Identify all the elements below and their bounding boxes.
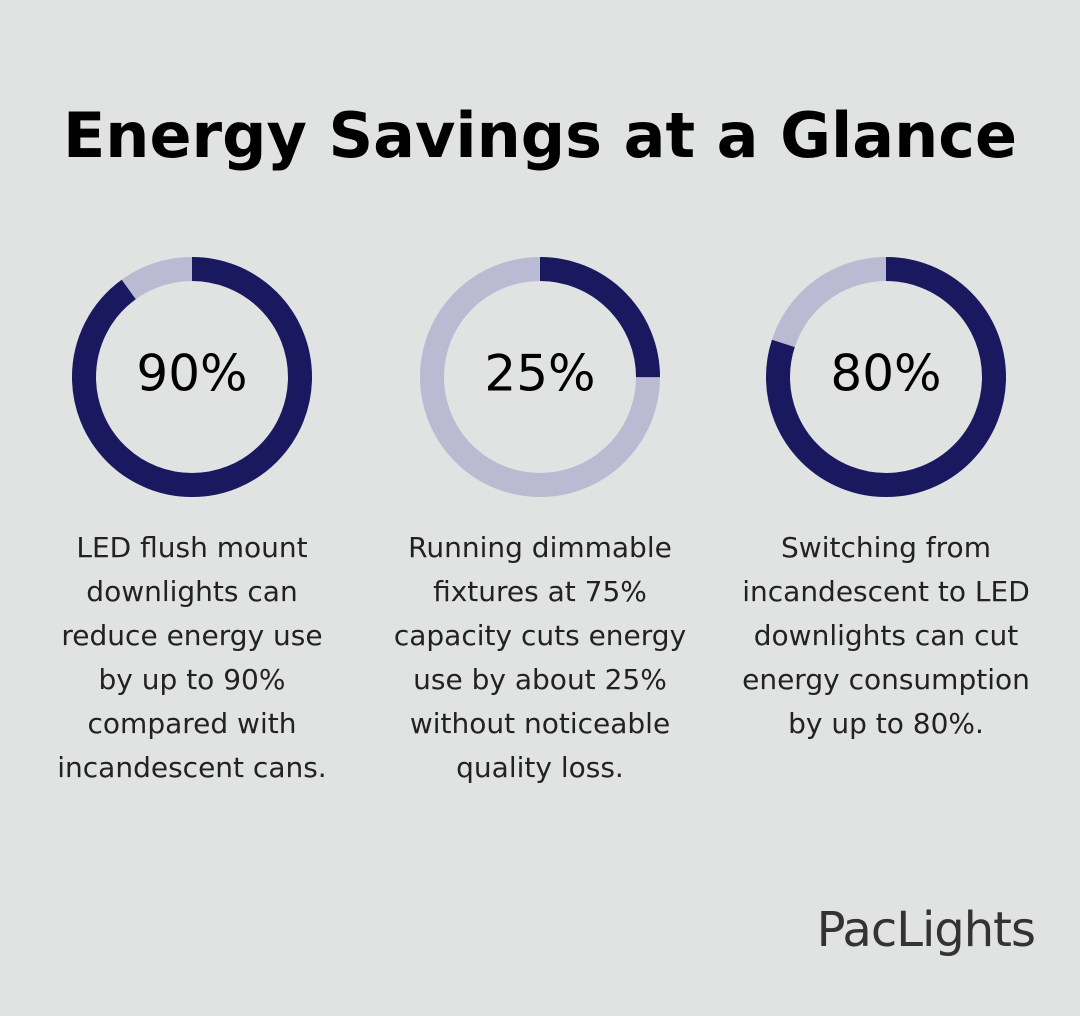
stat-description: use by about 25% <box>413 663 667 696</box>
stat-description: compared with <box>88 707 297 740</box>
stat-description: incandescent cans. <box>57 751 326 784</box>
title: Energy Savings at a Glance <box>63 99 1017 172</box>
stat-value: 90% <box>136 345 247 403</box>
stat-description: downlights can <box>86 575 297 608</box>
stat-description: fixtures at 75% <box>433 575 647 608</box>
donut-arc <box>420 257 660 497</box>
donut-arc <box>766 257 1006 497</box>
stat-description: Running dimmable <box>408 531 672 564</box>
donut-arc <box>72 257 312 497</box>
stat-description: without noticeable <box>410 707 670 740</box>
stat-description: incandescent to LED <box>742 575 1030 608</box>
stat-description: energy consumption <box>742 663 1030 696</box>
stat-description: reduce energy use <box>61 619 322 652</box>
stat-description: by up to 80%. <box>788 707 984 740</box>
stat-description: capacity cuts energy <box>394 619 686 652</box>
stat-value: 80% <box>830 345 941 403</box>
stat-description: by up to 90% <box>99 663 286 696</box>
stat-description: downlights can cut <box>754 619 1018 652</box>
stat-description: quality loss. <box>456 751 624 784</box>
stat-description: Switching from <box>781 531 991 564</box>
stat-description: LED flush mount <box>76 531 307 564</box>
stat-value: 25% <box>484 345 595 403</box>
brand: PacLights <box>817 902 1035 958</box>
